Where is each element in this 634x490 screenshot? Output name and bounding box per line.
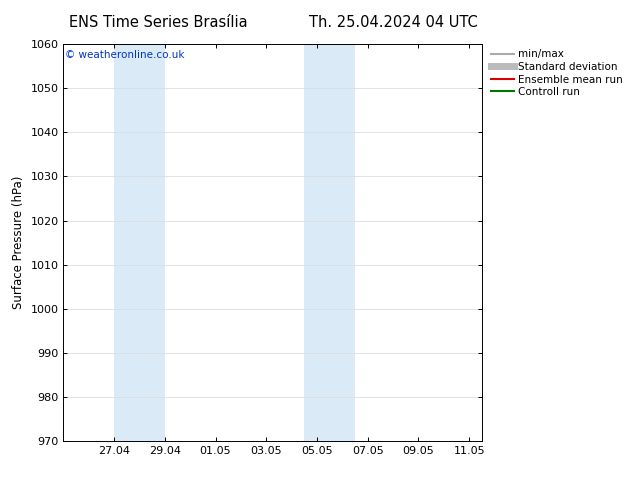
Legend: min/max, Standard deviation, Ensemble mean run, Controll run: min/max, Standard deviation, Ensemble me… [491,49,623,97]
Bar [114,44,165,441]
Text: Th. 25.04.2024 04 UTC: Th. 25.04.2024 04 UTC [309,15,477,29]
Bar [304,44,355,441]
Text: ENS Time Series Brasília: ENS Time Series Brasília [69,15,248,29]
Text: © weatheronline.co.uk: © weatheronline.co.uk [65,50,185,60]
Y-axis label: Surface Pressure (hPa): Surface Pressure (hPa) [12,176,25,309]
